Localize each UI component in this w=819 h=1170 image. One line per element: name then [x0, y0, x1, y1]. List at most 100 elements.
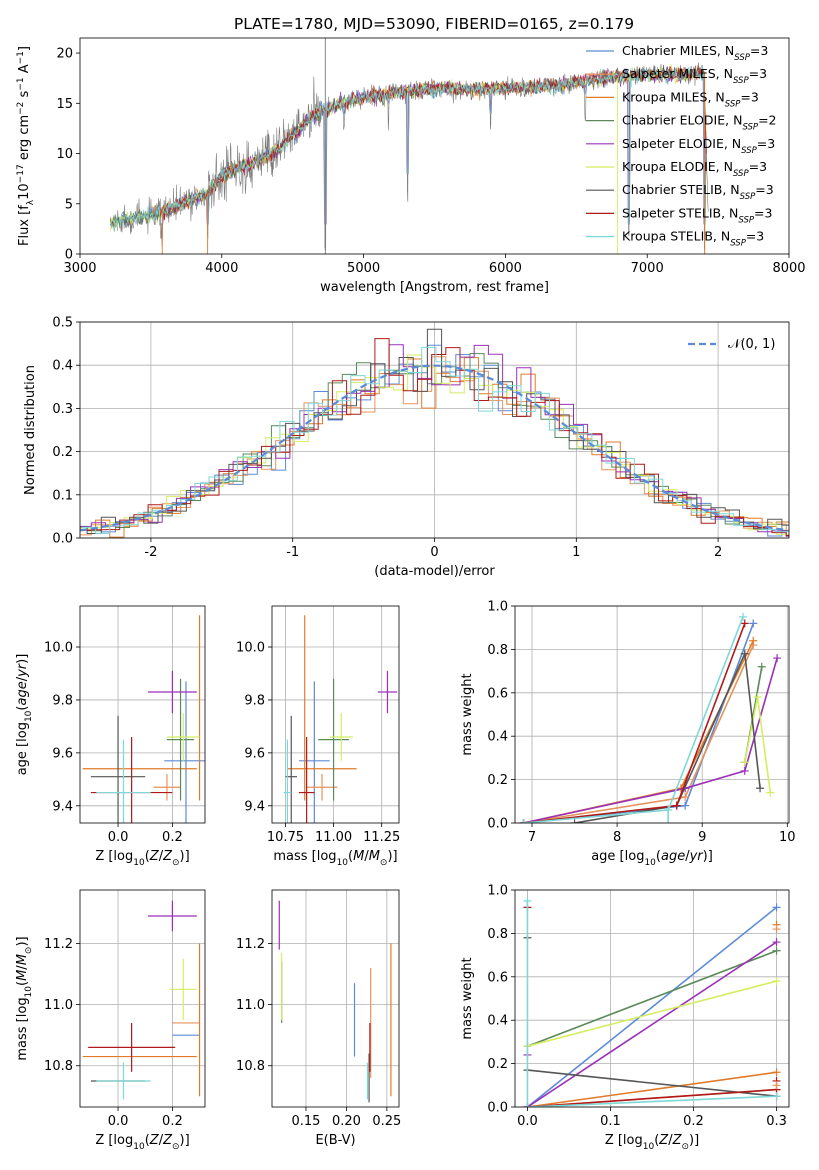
weight-marker	[740, 766, 749, 775]
axes-frame	[514, 889, 790, 1108]
weight-marker	[740, 619, 749, 628]
figure-title: PLATE=1780, MJD=53090, FIBERID=0165, z=0…	[234, 15, 634, 33]
x-tick-label: 0.20	[332, 1114, 361, 1129]
x-tick-label: 6000	[489, 261, 522, 276]
y-tick-label: 0.2	[487, 773, 508, 788]
x-tick-label: 0.1	[600, 1114, 621, 1129]
weight-marker	[681, 792, 690, 801]
weight-line-kroupa-stelib	[523, 616, 744, 823]
y-tick-label: 0.5	[52, 316, 73, 331]
y-axis-label: mass [log10(M/M⊙)]	[15, 936, 34, 1060]
y-tick-label: 20	[56, 47, 73, 62]
x-tick-label: 1	[572, 545, 580, 560]
y-tick-label: 0.4	[487, 1014, 508, 1029]
plot-area-age_vs_mass	[283, 615, 398, 823]
y-tick-label: 0.2	[487, 1057, 508, 1072]
axes-mass_vs_Z: 0.0 0.2 10.8 11.0 11.2 Z [log10(Z/Z⊙)] mass [l…	[15, 889, 206, 1152]
axes-frame	[79, 605, 206, 824]
x-axis-label: E(B-V)	[315, 1133, 355, 1148]
y-tick-label: 1.0	[487, 884, 508, 899]
weight-marker	[740, 649, 749, 658]
weight-marker	[570, 819, 579, 823]
weight-marker	[672, 801, 681, 810]
weight-marker	[740, 758, 749, 767]
y-tick-label: 11.0	[236, 998, 265, 1013]
legend-entry: Chabrier ELODIE, NSSP=2	[622, 113, 777, 133]
x-axis-label: age [log10(age/yr)]	[591, 849, 713, 868]
histogram-chabrier-stelib	[80, 328, 789, 534]
y-tick-label: 0.2	[52, 445, 73, 460]
y-tick-label: 0.8	[487, 643, 508, 658]
x-tick-label: 0.2	[683, 1114, 704, 1129]
spectrum-legend: Chabrier MILES, NSSP=3 Salpeter MILES, NS…	[586, 43, 777, 249]
x-tick-label: 0.3	[766, 1114, 787, 1129]
y-tick-label: 15	[56, 97, 73, 112]
y-axis-label: age [log10(age/yr)]	[15, 654, 34, 776]
legend-entry: Salpeter MILES, NSSP=3	[622, 66, 767, 86]
axes-residuals: -2 -1 0 1 2 0.0 0.1 0.2 0.3 0.4 0.5 𝒩(0, 1) (data-mo…	[23, 316, 790, 579]
axes-frame	[79, 889, 206, 1108]
weight-marker	[757, 662, 766, 671]
weight-marker	[772, 925, 781, 934]
y-axis-label: mass weight	[460, 957, 475, 1039]
legend-entry: Chabrier MILES, NSSP=3	[622, 43, 768, 63]
x-tick-label: 7000	[631, 261, 664, 276]
y-tick-label: 5	[65, 197, 73, 212]
x-tick-label: 8000	[772, 261, 805, 276]
weight-line-salpeter-miles	[523, 644, 755, 823]
weight-line-salpeter-stelib	[527, 1088, 777, 1107]
weight-marker	[772, 1092, 781, 1101]
legend-entry: Kroupa ELODIE, NSSP=3	[622, 159, 767, 179]
y-axis-label: Normed distribution	[23, 365, 38, 495]
legend-entry: Chabrier STELIB, NSSP=3	[622, 182, 774, 202]
weight-marker	[773, 654, 782, 663]
y-tick-label: 9.8	[244, 693, 265, 708]
weight-line-salpeter-elodie	[527, 941, 777, 1107]
weight-marker	[772, 1068, 781, 1077]
y-tick-label: 9.4	[244, 799, 265, 814]
weight-line-salpeter-stelib	[523, 623, 746, 823]
plot-area-mass_vs_ebv	[278, 900, 392, 1103]
x-tick-label: 11.25	[363, 830, 400, 845]
weight-marker	[519, 819, 528, 823]
x-tick-label: 10	[779, 830, 796, 845]
x-axis-label: (data-model)/error	[374, 564, 495, 579]
legend-entry: Kroupa MILES, NSSP=3	[622, 89, 759, 109]
axes-frame	[271, 889, 400, 1108]
weight-line-kroupa-miles	[527, 1071, 777, 1107]
y-tick-label: 10.8	[236, 1059, 265, 1074]
x-tick-label: 10.75	[267, 830, 304, 845]
legend-entry: Salpeter STELIB, NSSP=3	[622, 205, 772, 225]
y-tick-label: 1.0	[487, 600, 508, 615]
legend-entry: 𝒩(0, 1)	[728, 337, 775, 352]
weight-line-salpeter-elodie	[523, 657, 778, 823]
x-tick-label: 4000	[205, 261, 238, 276]
legend-entry: Salpeter ELODIE, NSSP=3	[622, 136, 775, 156]
y-tick-label: 9.6	[244, 746, 265, 761]
x-tick-label: 0.0	[517, 1114, 538, 1129]
weight-line-chabrier-elodie	[527, 950, 777, 1047]
plot-area-residuals	[80, 328, 789, 538]
y-tick-label: 0.0	[487, 817, 508, 832]
x-axis-label: Z [log10(Z/Z⊙)]	[605, 1133, 699, 1152]
axes-frame	[514, 605, 790, 824]
histogram-kroupa-stelib	[81, 346, 789, 534]
plot-area-massweight_vs_Z	[523, 896, 781, 1107]
normal-curve	[80, 364, 787, 532]
y-tick-label: 10.0	[44, 641, 73, 656]
y-axis-label: mass weight	[460, 673, 475, 755]
x-axis-label: mass [log10(M/M⊙)]	[273, 849, 397, 868]
weight-marker	[756, 784, 765, 793]
axes-age_vs_mass: 10.75 11.00 11.25 9.4 9.6 9.8 10.0 mass [log10(…	[236, 605, 400, 868]
plot-area-spectrum	[110, 38, 709, 254]
x-tick-label: -1	[286, 545, 299, 560]
x-tick-label: 0.15	[291, 1114, 320, 1129]
y-tick-label: 9.4	[52, 799, 73, 814]
y-tick-label: 10.8	[44, 1059, 73, 1074]
y-tick-label: 0.6	[487, 686, 508, 701]
x-tick-label: 0.0	[108, 1114, 129, 1129]
axes-massweight_vs_Z: 0.0 0.1 0.2 0.3 0.0 0.2 0.4 0.6 0.8 1.0 Z [log10(Z…	[460, 884, 790, 1152]
weight-line-kroupa-elodie	[744, 696, 772, 793]
axes-massweight_vs_age: 7 8 9 10 0.0 0.2 0.4 0.6 0.8 1.0 age [log10(age/yr…	[460, 600, 796, 869]
